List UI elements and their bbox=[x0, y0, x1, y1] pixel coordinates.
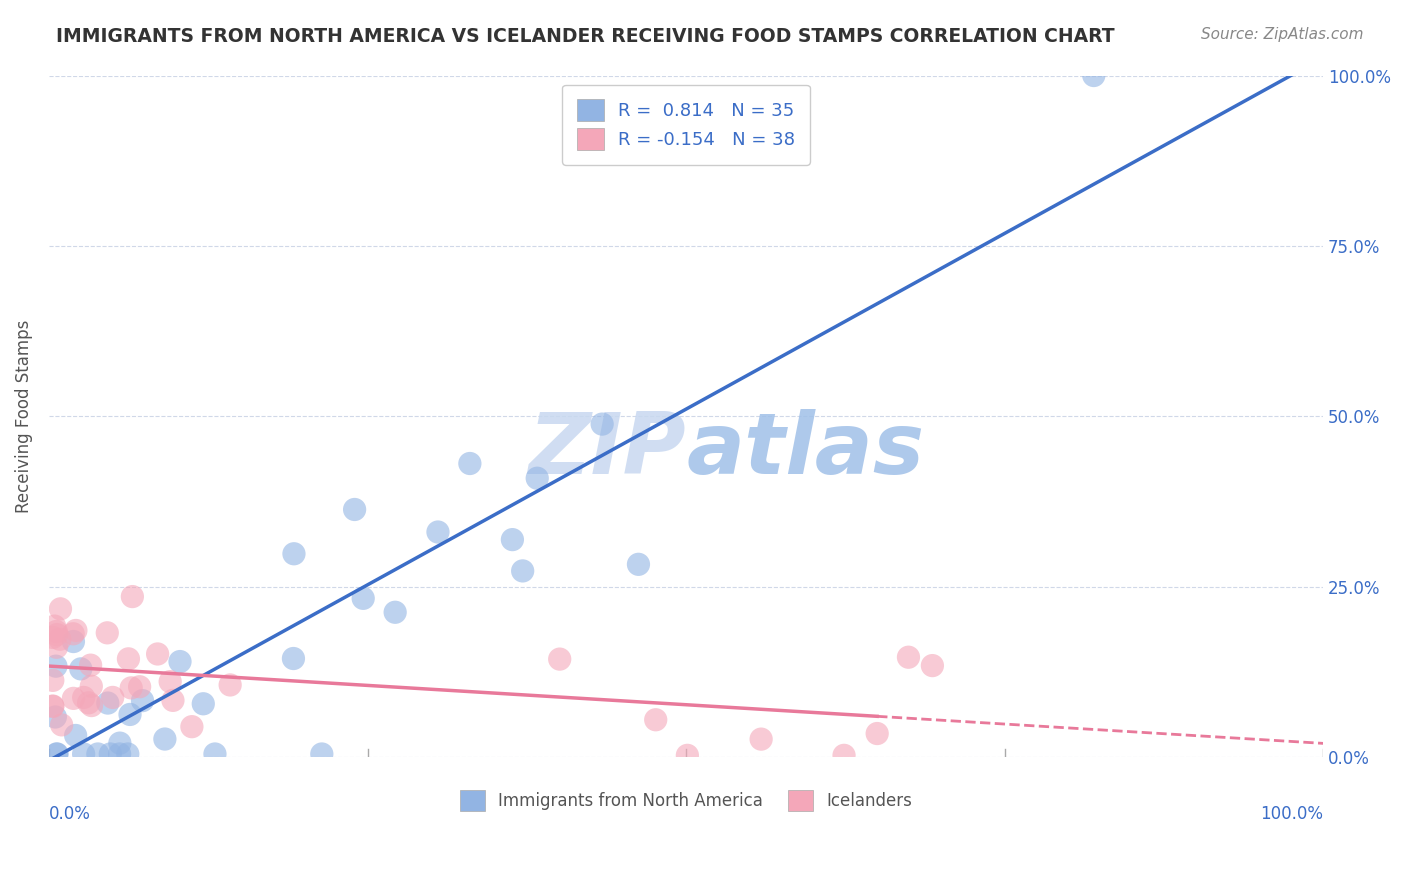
Point bbox=[46, 747, 69, 761]
Point bbox=[49, 632, 72, 647]
Point bbox=[146, 647, 169, 661]
Point bbox=[749, 732, 772, 747]
Point bbox=[77, 696, 100, 710]
Point bbox=[121, 590, 143, 604]
Point bbox=[101, 690, 124, 705]
Legend: Immigrants from North America, Icelanders: Immigrants from North America, Icelander… bbox=[453, 783, 920, 817]
Point bbox=[180, 720, 202, 734]
Point bbox=[98, 747, 121, 761]
Point bbox=[352, 591, 374, 606]
Text: 100.0%: 100.0% bbox=[1260, 805, 1323, 823]
Point bbox=[627, 558, 650, 572]
Point bbox=[501, 533, 523, 547]
Point bbox=[42, 673, 65, 688]
Point bbox=[343, 502, 366, 516]
Point bbox=[283, 651, 305, 665]
Point bbox=[108, 736, 131, 750]
Point bbox=[117, 747, 139, 761]
Point bbox=[866, 726, 889, 740]
Point bbox=[69, 662, 91, 676]
Point bbox=[51, 718, 73, 732]
Point bbox=[591, 417, 613, 431]
Point bbox=[921, 658, 943, 673]
Point bbox=[832, 748, 855, 763]
Point bbox=[193, 697, 215, 711]
Point bbox=[73, 690, 96, 705]
Point bbox=[644, 713, 666, 727]
Point bbox=[311, 747, 333, 761]
Point bbox=[62, 627, 84, 641]
Point bbox=[80, 698, 103, 713]
Text: IMMIGRANTS FROM NORTH AMERICA VS ICELANDER RECEIVING FOOD STAMPS CORRELATION CHA: IMMIGRANTS FROM NORTH AMERICA VS ICELAND… bbox=[56, 27, 1115, 45]
Point bbox=[45, 747, 67, 761]
Point bbox=[96, 625, 118, 640]
Point bbox=[87, 747, 110, 761]
Point bbox=[80, 679, 103, 693]
Point bbox=[169, 655, 191, 669]
Point bbox=[42, 631, 65, 645]
Point bbox=[45, 640, 67, 655]
Point bbox=[512, 564, 534, 578]
Point bbox=[49, 602, 72, 616]
Point bbox=[118, 707, 141, 722]
Point bbox=[427, 524, 450, 539]
Point bbox=[219, 678, 242, 692]
Point bbox=[204, 747, 226, 761]
Point bbox=[1083, 69, 1105, 83]
Text: ZIP: ZIP bbox=[529, 409, 686, 492]
Point bbox=[159, 674, 181, 689]
Text: 0.0%: 0.0% bbox=[49, 805, 91, 823]
Point bbox=[384, 605, 406, 619]
Point bbox=[44, 619, 66, 633]
Point bbox=[44, 710, 66, 724]
Point bbox=[162, 693, 184, 707]
Point bbox=[117, 652, 139, 666]
Point bbox=[676, 748, 699, 763]
Point bbox=[526, 471, 548, 485]
Point bbox=[153, 732, 176, 747]
Point bbox=[897, 650, 920, 665]
Point bbox=[458, 457, 481, 471]
Point bbox=[131, 693, 153, 707]
Point bbox=[65, 624, 87, 638]
Point bbox=[42, 699, 65, 714]
Point bbox=[548, 652, 571, 666]
Text: Source: ZipAtlas.com: Source: ZipAtlas.com bbox=[1201, 27, 1364, 42]
Point bbox=[128, 680, 150, 694]
Point bbox=[79, 658, 101, 673]
Point bbox=[62, 691, 84, 706]
Point bbox=[65, 729, 87, 743]
Y-axis label: Receiving Food Stamps: Receiving Food Stamps bbox=[15, 319, 32, 513]
Point bbox=[120, 681, 142, 695]
Point bbox=[45, 659, 67, 673]
Point bbox=[72, 747, 94, 761]
Point bbox=[108, 747, 131, 761]
Point bbox=[62, 634, 84, 648]
Point bbox=[45, 627, 67, 641]
Point bbox=[283, 547, 305, 561]
Point bbox=[45, 624, 67, 639]
Point bbox=[42, 699, 65, 714]
Text: atlas: atlas bbox=[686, 409, 924, 492]
Point bbox=[97, 696, 120, 710]
